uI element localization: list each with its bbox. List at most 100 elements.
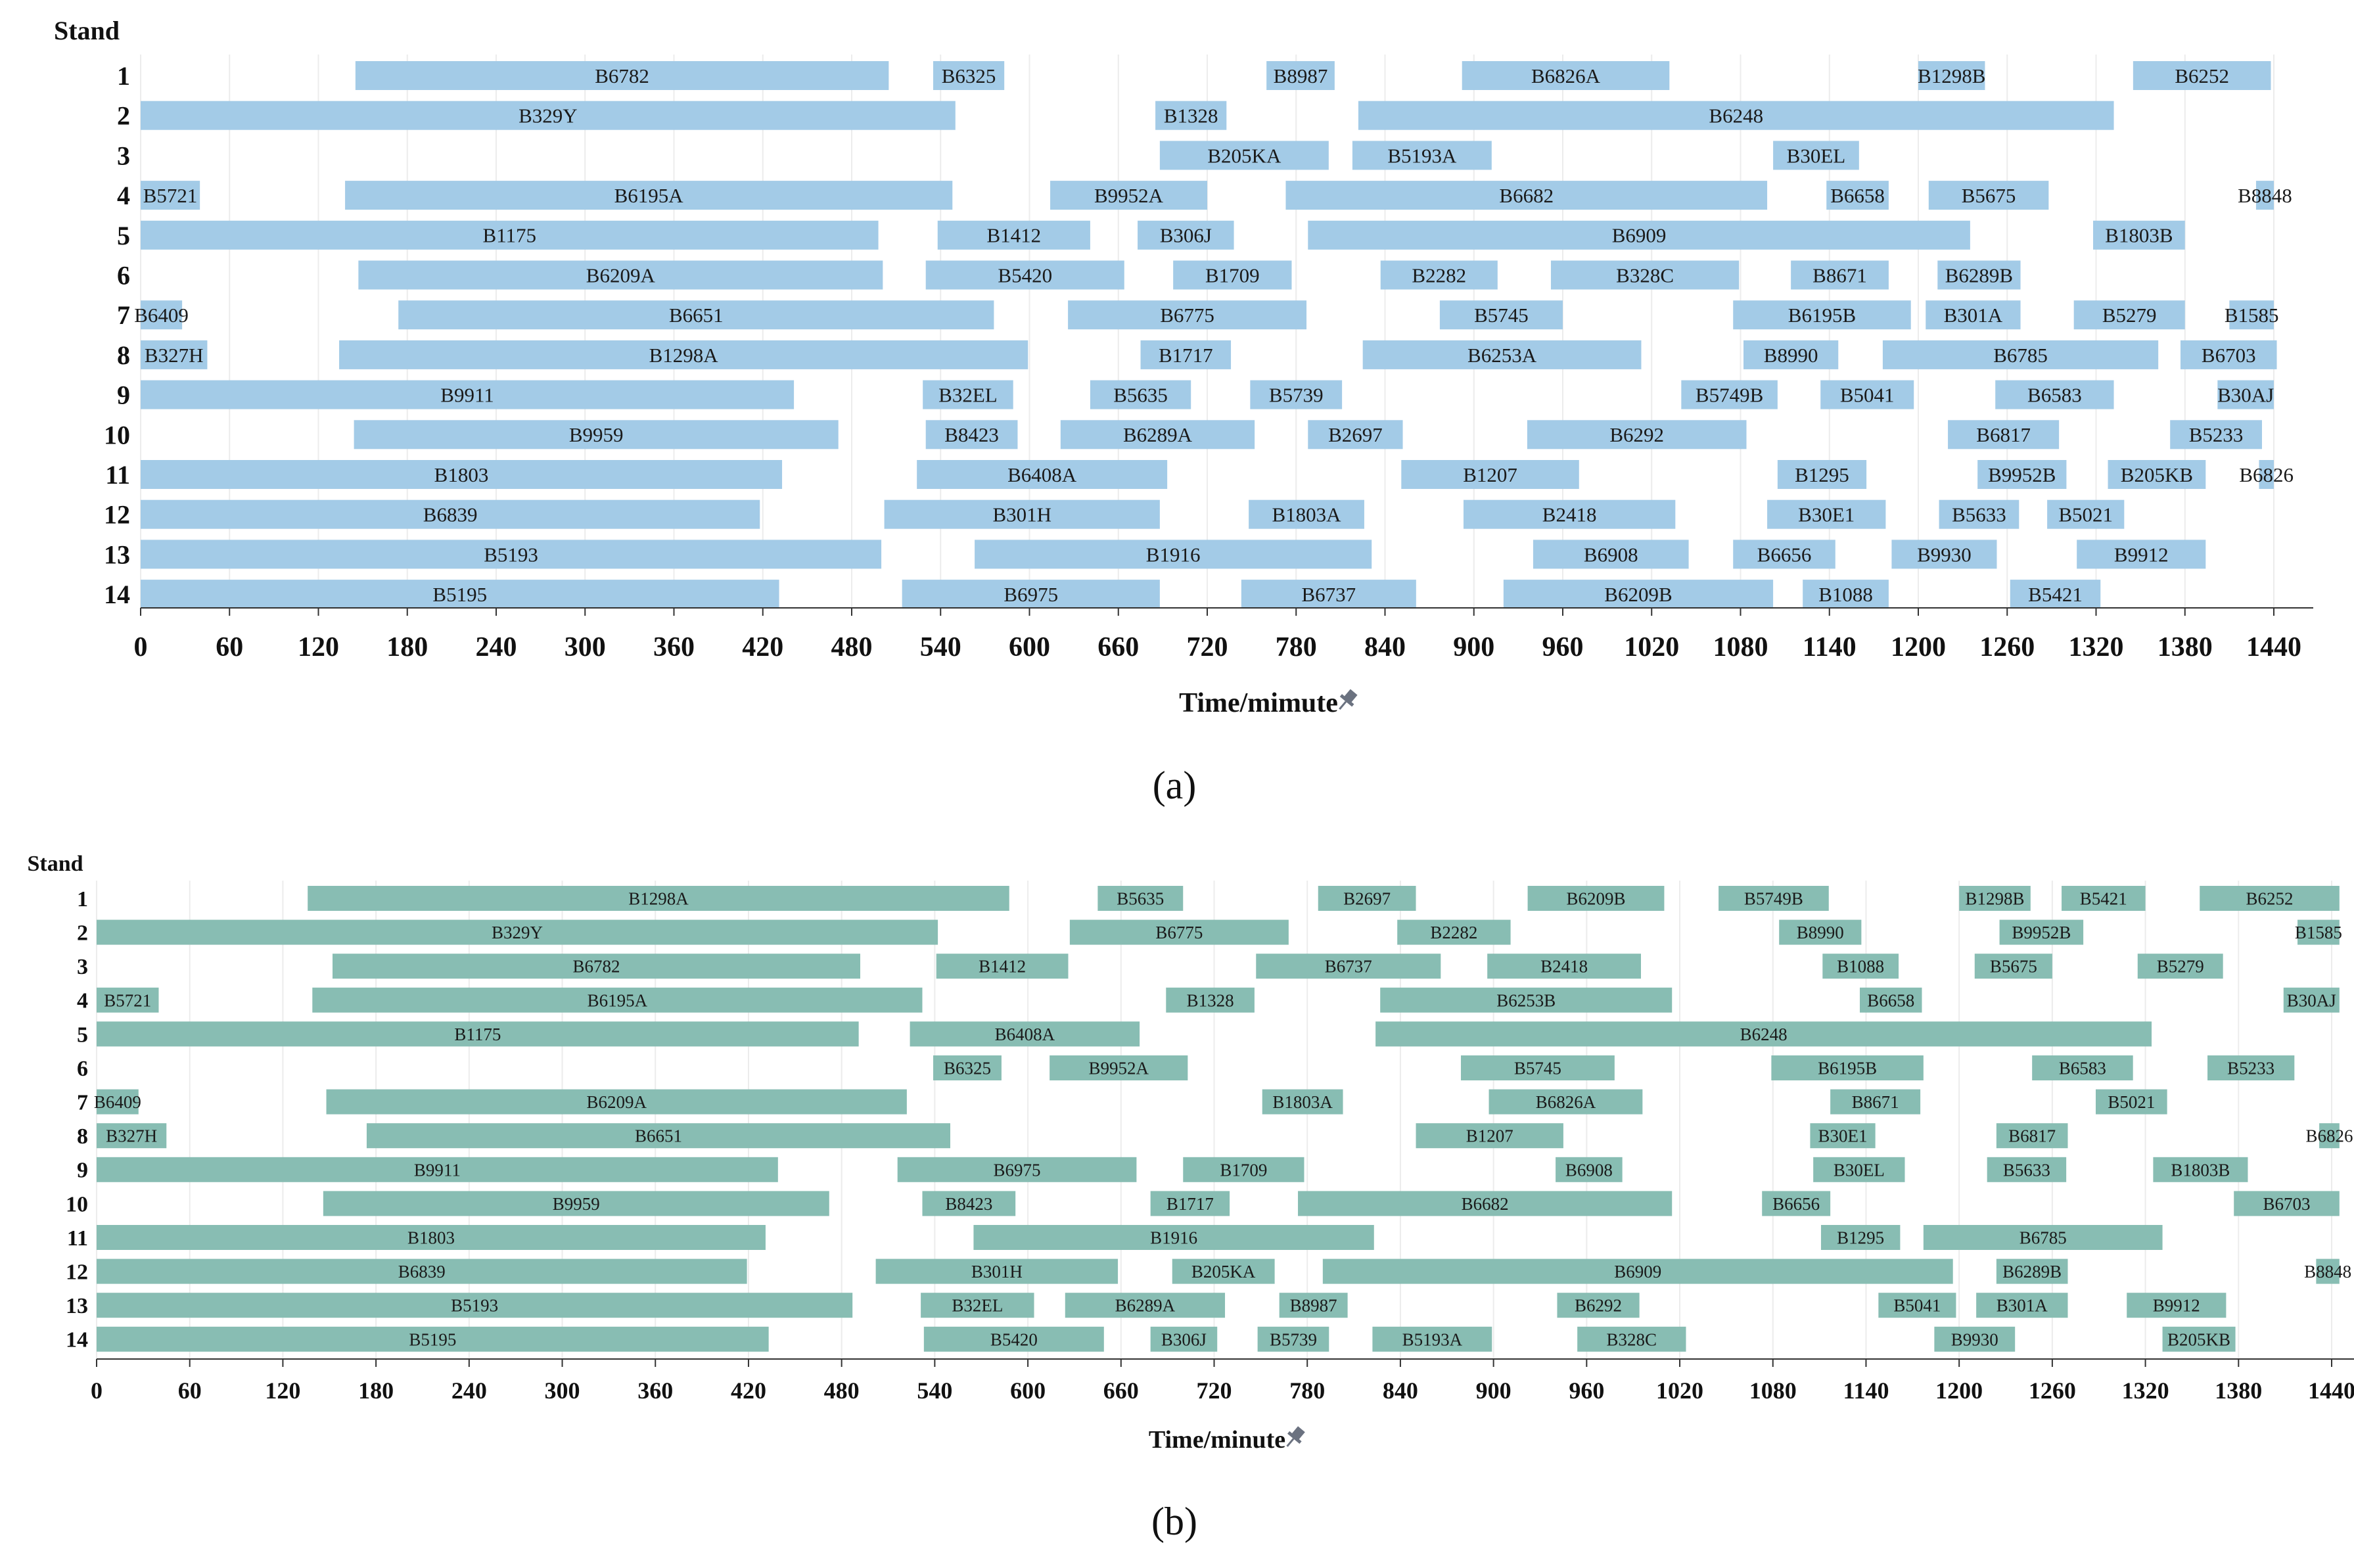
bar-label: B328C	[1607, 1329, 1657, 1349]
gantt-bar	[884, 499, 1160, 529]
gantt-bar	[1995, 380, 2114, 409]
stand-tick-label: 3	[77, 955, 88, 979]
bar-label: B1803A	[1272, 1092, 1333, 1112]
x-tick-label: 180	[358, 1377, 394, 1404]
gantt-bar	[97, 1293, 853, 1318]
gantt-bar	[1380, 260, 1498, 290]
bar-label: B6325	[942, 64, 996, 87]
x-tick-label: 360	[637, 1377, 673, 1404]
bar-label: B1175	[454, 1025, 501, 1044]
gantt-bar	[97, 919, 938, 945]
gantt-bar	[141, 181, 200, 210]
bar-label: B1295	[1837, 1228, 1884, 1247]
x-tick-label: 60	[178, 1377, 202, 1404]
x-tick-label: 1020	[1624, 632, 1679, 662]
gantt-bar	[1462, 61, 1670, 90]
bar-label: B6252	[2175, 64, 2229, 87]
gantt-bar	[1733, 540, 1835, 569]
bar-label: B2282	[1412, 264, 1466, 287]
x-tick-label: 660	[1103, 1377, 1139, 1404]
bar-label: B301A	[1944, 304, 2003, 327]
bar-label: B306J	[1160, 224, 1212, 247]
x-tick-label: 1440	[2246, 632, 2301, 662]
bar-label: B1709	[1220, 1160, 1267, 1180]
gantt-bar	[1527, 420, 1747, 450]
gantt-bar	[1372, 1326, 1492, 1352]
gantt-bar	[1977, 460, 2067, 489]
bar-label: B6658	[1867, 990, 1914, 1010]
gantt-bar	[2319, 1123, 2340, 1149]
bar-label: B6408A	[1007, 463, 1077, 486]
gantt-bar	[1974, 954, 2052, 979]
bar-label: B1803A	[1272, 503, 1341, 526]
x-tick-label: 1200	[1891, 632, 1946, 662]
stand-tick-label: 3	[117, 141, 130, 170]
x-tick-label: 60	[216, 632, 243, 662]
x-tick-label: 600	[1010, 1377, 1046, 1404]
bar-label: B5193	[451, 1296, 498, 1316]
gantt-bar	[1923, 1225, 2163, 1250]
bar-label: B5041	[1893, 1296, 1941, 1316]
gantt-bar	[1762, 1191, 1831, 1216]
gantt-bar	[358, 260, 883, 290]
gantt-bar	[1773, 141, 1859, 170]
gantt-bar	[1681, 380, 1778, 409]
gantt-bar	[1999, 919, 2084, 945]
bar-label: B1298A	[649, 344, 719, 367]
gantt-bar	[923, 380, 1013, 409]
gantt-bar	[1810, 1123, 1876, 1149]
bar-label: B6826A	[1536, 1092, 1596, 1112]
bar-label: B6909	[1612, 224, 1667, 247]
bar-label: B5749B	[1696, 383, 1763, 406]
gantt-bar	[2217, 380, 2274, 409]
gantt-panel-b: B1298A B5635 B2697 B6209B B5749B B1298B B5421 B…	[27, 852, 2354, 1543]
bar-label: B1207	[1463, 463, 1517, 486]
gantt-bar	[1401, 460, 1579, 489]
bar-label: B1709	[1205, 264, 1260, 287]
bar-label: B6826A	[1531, 64, 1601, 87]
gantt-bar	[1358, 101, 2114, 130]
bar-label: B5420	[990, 1329, 1038, 1349]
bar-label: B30AJ	[2217, 383, 2274, 406]
gantt-bar	[1948, 420, 2060, 450]
gantt-bar	[2316, 1258, 2340, 1284]
stand-tick-label: 14	[66, 1328, 88, 1352]
bar-label: B205KA	[1207, 144, 1281, 167]
x-tick-label: 660	[1097, 632, 1139, 662]
gantt-bar	[1090, 380, 1191, 409]
bar-label: B1175	[483, 224, 537, 247]
bar-label: B6248	[1740, 1025, 1788, 1044]
gantt-bar	[1891, 540, 1997, 569]
gantt-bar	[1166, 987, 1255, 1013]
x-tick-label: 1140	[1803, 632, 1857, 662]
stand-tick-label: 10	[66, 1192, 88, 1216]
bar-label: B6292	[1609, 423, 1664, 446]
bar-label: B5721	[143, 184, 198, 207]
bar-label: B6195A	[614, 184, 684, 207]
gantt-bar	[1285, 181, 1768, 210]
gantt-bar	[1820, 1225, 1901, 1250]
gantt-bar	[1822, 954, 1899, 979]
gantt-bar	[1308, 220, 1970, 250]
bar-label: B6408A	[995, 1025, 1055, 1044]
gantt-bar	[1262, 1089, 1343, 1115]
stand-tick-label: 8	[77, 1124, 88, 1149]
stand-tick-label: 2	[117, 101, 130, 131]
x-tick-label: 540	[917, 1377, 952, 1404]
gantt-bar	[2092, 220, 2185, 250]
gantt-bar	[97, 1021, 859, 1047]
gantt-bar	[917, 460, 1168, 489]
x-tick-label: 1080	[1749, 1377, 1797, 1404]
stand-tick-label: 6	[117, 261, 130, 290]
x-tick-label: 900	[1453, 632, 1494, 662]
gantt-bar	[1926, 300, 2021, 330]
pin-needle	[1286, 1438, 1295, 1447]
bar-label: B327H	[145, 344, 204, 367]
gantt-bar	[141, 380, 795, 409]
bar-label: B5749B	[1744, 888, 1803, 908]
stand-tick-label: 12	[66, 1260, 88, 1285]
bar-label: B5421	[2028, 583, 2083, 606]
bar-label: B8848	[2238, 184, 2292, 207]
stand-tick-label: 1	[117, 61, 130, 91]
bar-label: B8423	[945, 1194, 992, 1214]
